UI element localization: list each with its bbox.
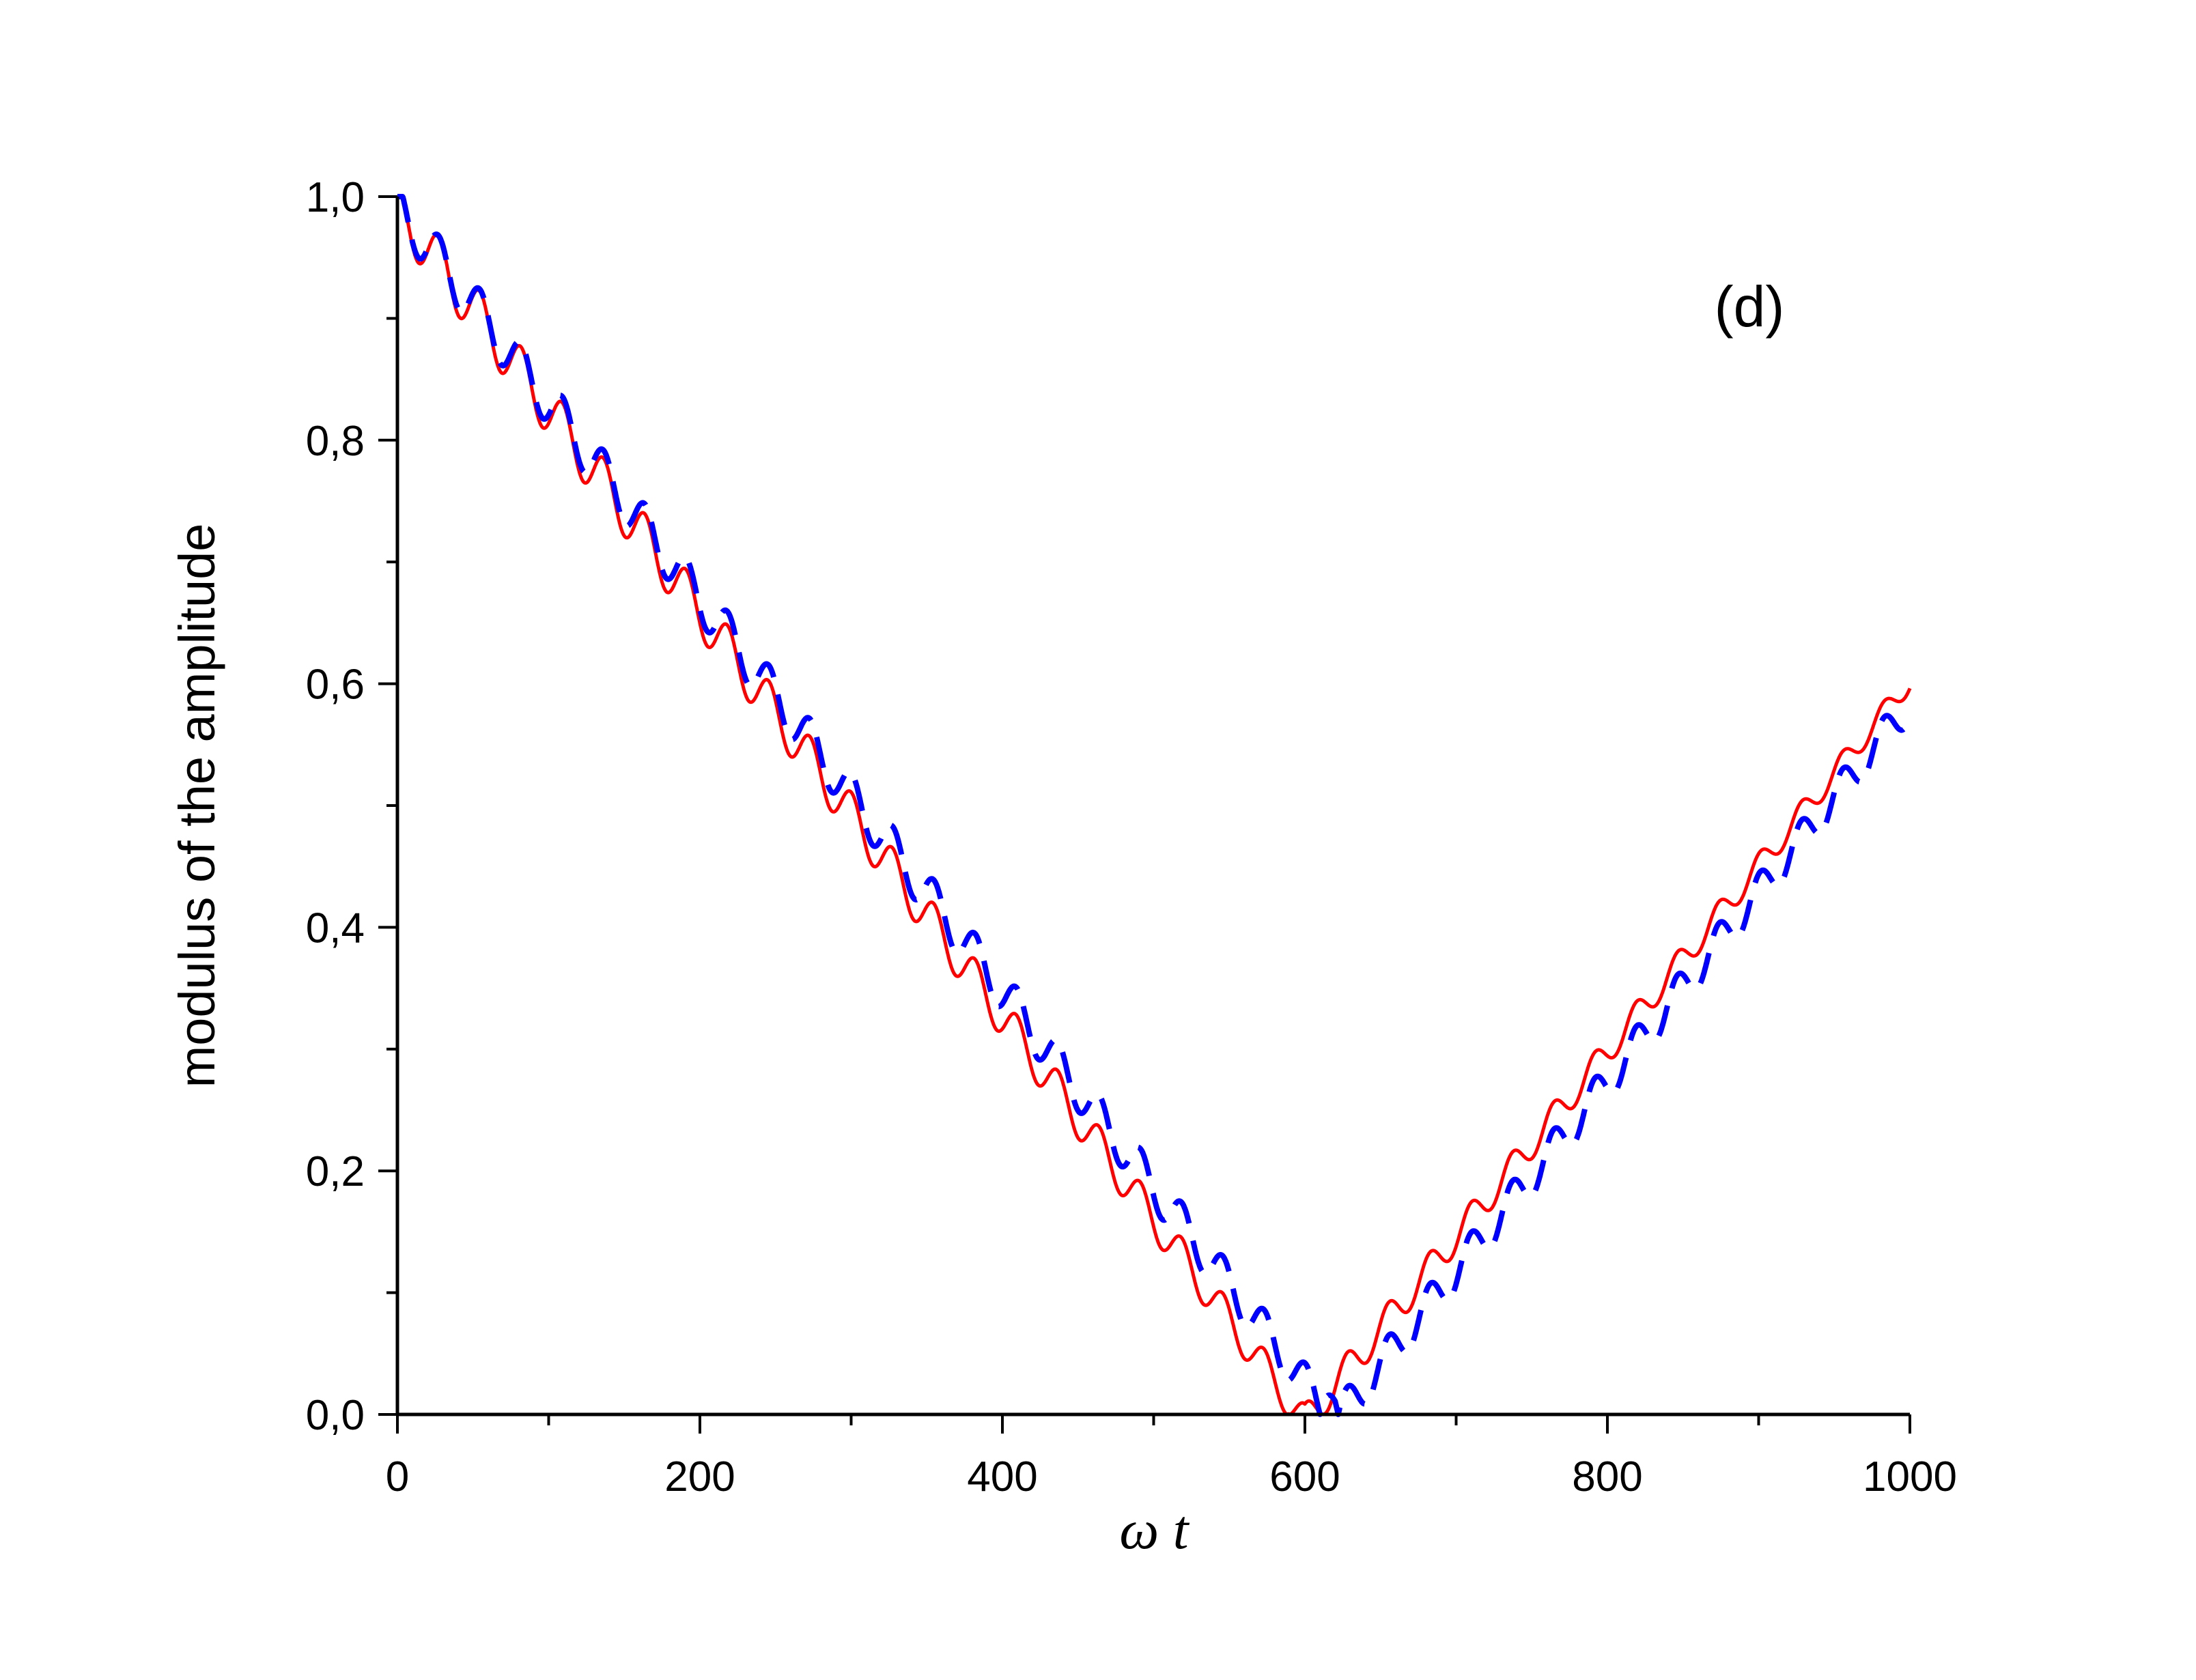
x-tick-label: 200: [664, 1453, 735, 1500]
x-tick-label: 0: [386, 1453, 409, 1500]
panel-label: (d): [1715, 274, 1785, 339]
x-tick-label: 400: [967, 1453, 1037, 1500]
x-axis-title: ω t: [1119, 1498, 1190, 1561]
x-tick-labels: 0 200 400 600 800 1000: [386, 1453, 1957, 1500]
y-tick-label: 0,4: [306, 905, 365, 952]
y-axis-title: modulus of the amplitude: [169, 524, 225, 1088]
series-layer: [396, 194, 1913, 1417]
y-tick-label: 1,0: [306, 174, 365, 221]
x-tick-label: 1000: [1863, 1453, 1957, 1500]
x-tick-label: 600: [1269, 1453, 1340, 1500]
dashed-series-line: [396, 194, 1913, 1417]
y-tick-label: 0,2: [306, 1148, 365, 1195]
y-tick-label: 0,6: [306, 661, 365, 709]
y-tick-labels: 0,0 0,2 0,4 0,6 0,8 1,0: [306, 174, 365, 1439]
y-tick-label: 0,0: [306, 1392, 365, 1439]
ticks-layer: [378, 195, 1911, 1434]
y-tick-label: 0,8: [306, 418, 365, 465]
x-tick-label: 800: [1572, 1453, 1642, 1500]
